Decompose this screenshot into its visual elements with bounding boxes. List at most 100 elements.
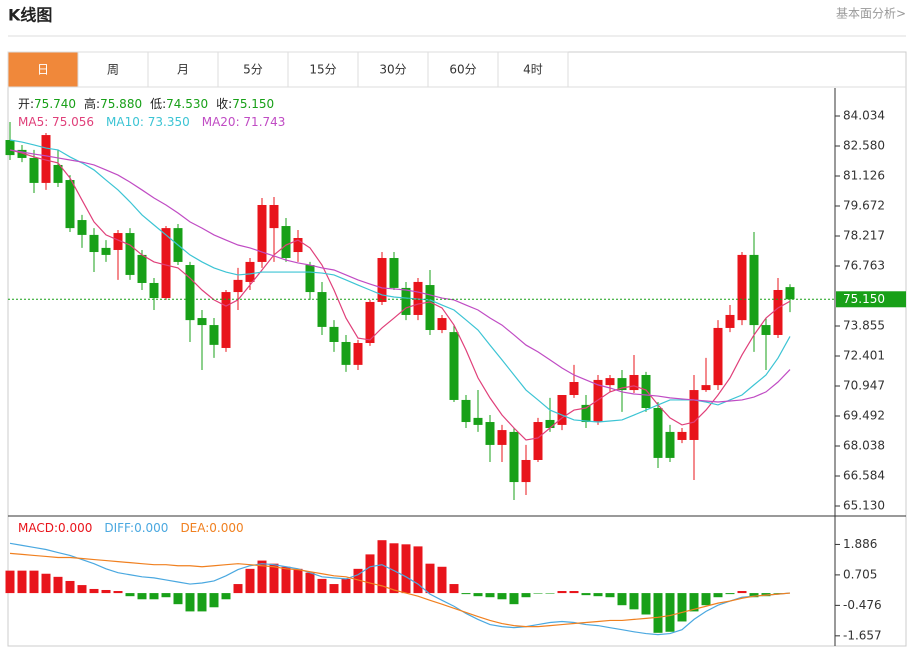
candle-body <box>425 285 435 331</box>
macd-bar <box>617 593 627 606</box>
tab[interactable] <box>77 51 149 88</box>
page-title: K线图 <box>8 6 52 25</box>
macd-bar <box>521 593 531 598</box>
tab[interactable] <box>497 51 569 88</box>
tab-label[interactable]: 60分 <box>449 63 476 77</box>
candle-body <box>617 378 627 391</box>
candle-body <box>377 258 387 302</box>
macd-bar <box>293 568 303 594</box>
tab-label[interactable]: 5分 <box>243 63 263 77</box>
candle-body <box>725 314 735 328</box>
candle-body <box>413 281 423 315</box>
tab[interactable] <box>357 51 429 88</box>
indicator-line <box>9 552 791 628</box>
macd-bar <box>569 591 579 594</box>
candle-body <box>113 233 123 250</box>
macd-bar <box>5 570 15 594</box>
macd-bar <box>149 593 159 600</box>
candle-body <box>29 157 39 183</box>
y-tick-label: 72.401 <box>843 348 885 362</box>
candle-body <box>65 180 75 229</box>
macd-bar <box>389 543 399 594</box>
tab[interactable] <box>7 51 79 88</box>
candle-body <box>353 343 363 365</box>
macd-bar <box>605 593 615 598</box>
candle-body <box>269 204 279 229</box>
candle-body <box>149 282 159 299</box>
tab-label[interactable]: 15分 <box>309 63 336 77</box>
tab-label[interactable]: 30分 <box>379 63 406 77</box>
macd-bar <box>269 563 279 594</box>
macd-bar <box>161 593 171 598</box>
macd-bar <box>425 563 435 594</box>
candle-body <box>41 135 51 183</box>
tab-bar: 日 周 月 5分 15分 30分 60分 4时 <box>7 51 569 88</box>
y-tick-label: 69.492 <box>843 409 885 423</box>
macd-bar <box>665 593 675 632</box>
macd-bar <box>449 584 459 594</box>
macd-bar <box>317 578 327 594</box>
y-tick-label: 1.886 <box>843 537 877 551</box>
candle-body <box>77 220 87 235</box>
tab-label[interactable]: 4时 <box>523 63 543 77</box>
candle-body <box>605 378 615 386</box>
candle-body <box>557 395 567 425</box>
candle-body <box>281 226 291 259</box>
candle-body <box>509 431 519 483</box>
ohlc-name: 高: <box>84 96 100 111</box>
macd-bar <box>209 593 219 608</box>
macd-bar <box>221 593 231 600</box>
tab[interactable] <box>427 51 499 88</box>
candle-body <box>785 287 795 300</box>
legend-entry: MA5: 75.056 <box>18 115 94 129</box>
candle-body <box>545 419 555 429</box>
legend-entry: DIFF:0.000 <box>104 521 168 535</box>
legend-entry: MA10: 73.350 <box>106 115 190 129</box>
candle-body <box>497 430 507 445</box>
macd-bar <box>701 593 711 606</box>
tab-label[interactable]: 月 <box>177 63 189 77</box>
macd-bar <box>101 589 111 594</box>
candle-body <box>401 287 411 315</box>
macd-bar <box>725 593 735 595</box>
tab-label[interactable]: 日 <box>37 63 49 77</box>
macd-bar <box>581 593 591 596</box>
y-tick-label: 0.705 <box>843 567 877 581</box>
ohlc-name: 低: <box>150 97 166 111</box>
macd-bar <box>41 573 51 594</box>
macd-bar <box>329 584 339 594</box>
y-tick-label: -0.476 <box>843 598 882 612</box>
candle-body <box>89 234 99 253</box>
candle-body <box>293 238 303 253</box>
tab[interactable] <box>287 51 359 88</box>
macd-bar <box>545 593 555 594</box>
macd-bar <box>437 566 447 594</box>
candle-body <box>329 326 339 342</box>
macd-bar <box>353 568 363 594</box>
ohlc-name: 开: <box>18 97 34 111</box>
macd-bar <box>233 584 243 594</box>
candle-body <box>461 399 471 423</box>
candle-body <box>749 254 759 326</box>
ohlc-value: 74.530 <box>166 97 208 111</box>
y-tick-label: 76.763 <box>843 258 885 272</box>
macd-bar <box>557 591 567 594</box>
ohlc-info: 开:75.740 高:75.880 低:74.530 收:75.150 <box>18 96 274 111</box>
candle-body <box>5 140 15 156</box>
macd-bar <box>413 546 423 594</box>
macd-bar <box>89 588 99 594</box>
fundamental-link[interactable]: 基本面分析> <box>836 7 906 21</box>
macd-bar <box>245 568 255 594</box>
y-tick-label: 65.130 <box>843 498 885 512</box>
tab-label[interactable]: 周 <box>107 63 119 77</box>
tab[interactable] <box>147 51 219 88</box>
macd-bar <box>641 593 651 615</box>
candle-body <box>185 265 195 321</box>
candle-body <box>101 247 111 255</box>
legend-entry: MA20: 71.743 <box>202 115 286 129</box>
candle-body <box>449 332 459 400</box>
y-tick-label: 70.947 <box>843 378 885 392</box>
macd-bar <box>461 593 471 595</box>
indicator-line <box>9 542 791 636</box>
macd-bar <box>653 593 663 633</box>
